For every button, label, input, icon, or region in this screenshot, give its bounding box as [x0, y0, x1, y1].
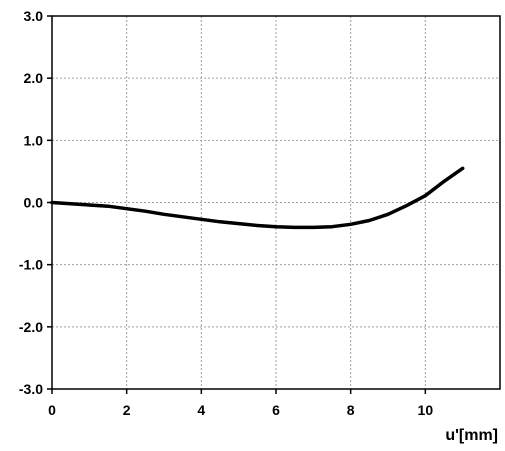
- series-line: [50, 166, 465, 230]
- y-tick-label: -3.0: [19, 381, 43, 397]
- series-group: [50, 166, 465, 230]
- x-tick-label: 4: [197, 402, 205, 418]
- y-tick-label: 1.0: [24, 132, 44, 148]
- x-tick-label: 8: [347, 402, 355, 418]
- x-tick-label: 10: [418, 402, 434, 418]
- y-tick-label: 2.0: [24, 70, 44, 86]
- tick-labels: 3.0 2.0 1.0 0.0 -1.0 -2.0 -3.0 0 2 4 6 8 10: [19, 8, 433, 418]
- x-tick-label: 2: [123, 402, 131, 418]
- x-axis-label: u'[mm]: [445, 427, 498, 444]
- y-tick-label: 0.0: [24, 195, 44, 211]
- y-tick-label: -2.0: [19, 319, 43, 335]
- axis-ticks: [47, 15, 427, 394]
- y-tick-label: 3.0: [24, 8, 44, 24]
- x-tick-label: 6: [272, 402, 280, 418]
- grid-lines: [52, 16, 501, 389]
- x-tick-label: 0: [48, 402, 56, 418]
- y-tick-label: -1.0: [19, 257, 43, 273]
